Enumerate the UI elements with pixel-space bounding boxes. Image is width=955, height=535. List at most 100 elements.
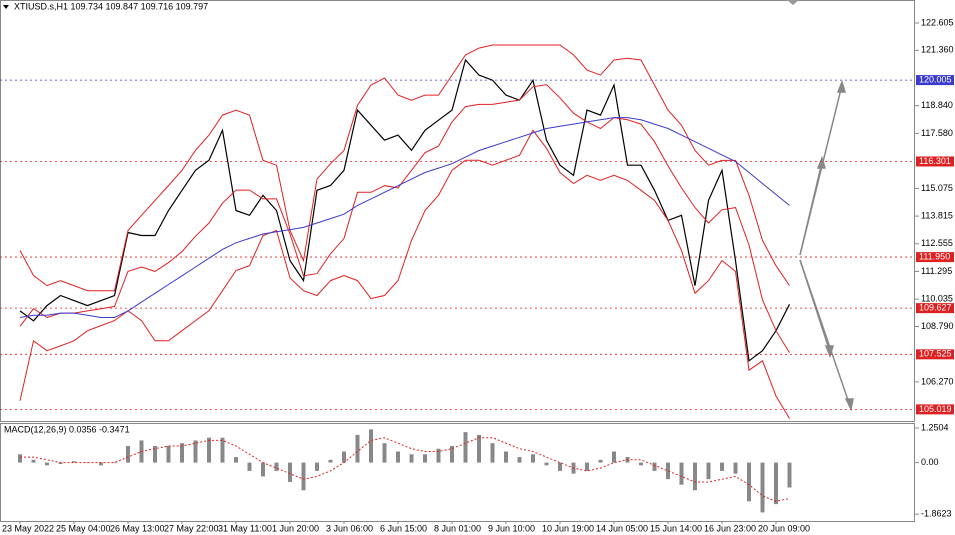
histogram-bar: [126, 445, 130, 463]
y-tick-label: -1.8623: [921, 509, 952, 519]
arrow: [799, 161, 823, 256]
chart-title: XTIUSD.s,H1 109.734 109.847 109.716 109.…: [14, 1, 208, 11]
x-tick-label: 9 Jun 10:00: [488, 523, 535, 533]
level-tag: [916, 75, 954, 86]
series-line: [19, 129, 790, 419]
histogram-bar: [355, 434, 360, 463]
histogram-bar: [220, 437, 225, 463]
level-label: 111.950: [919, 251, 950, 261]
histogram-bar: [720, 462, 724, 471]
histogram-bar: [666, 462, 670, 480]
histogram-bar: [463, 432, 468, 463]
histogram-bar: [733, 462, 738, 474]
x-tick-label: 14 Jun 05:00: [596, 523, 648, 533]
level-label: 105.019: [919, 404, 952, 414]
histogram-bar: [639, 462, 643, 466]
y-tick-label: 106.270: [921, 376, 954, 386]
x-tick-label: 10 Jun 19:00: [542, 523, 594, 533]
histogram-bar: [585, 462, 589, 471]
histogram-bar: [517, 457, 522, 463]
histogram-bar: [382, 443, 387, 463]
y-tick-label: 111.295: [921, 266, 952, 276]
level-tag: [916, 349, 954, 360]
arrow-head: [844, 398, 854, 412]
level-label: 107.525: [919, 349, 952, 359]
y-tick-label: 110.035: [921, 294, 953, 304]
histogram-bar: [72, 461, 76, 463]
x-tick-label: 16 Jun 23:00: [704, 523, 756, 533]
histogram-bar: [423, 454, 427, 463]
level-tag: [916, 156, 954, 167]
histogram-bar: [598, 459, 603, 463]
level-tag: [916, 303, 954, 314]
y-tick-label: 122.605: [921, 17, 954, 27]
y-tick-label: 115.075: [921, 183, 953, 193]
y-tick-label: 121.360: [921, 45, 954, 55]
histogram-bar: [166, 445, 171, 463]
histogram-bar: [31, 459, 36, 463]
x-tick-label: 26 May 13:00: [110, 523, 165, 533]
histogram-bar: [315, 462, 319, 471]
level-tag: [916, 404, 954, 415]
histogram-bar: [693, 462, 697, 491]
x-tick-label: 31 May 11:00: [218, 523, 272, 533]
histogram-bar: [477, 434, 481, 463]
histogram-bar: [153, 445, 157, 463]
arrow-head: [816, 155, 827, 169]
x-tick-label: 25 May 04:00: [56, 523, 111, 533]
histogram-bar: [544, 462, 549, 466]
x-tick-label: 23 May 2022: [2, 523, 54, 533]
x-tick-label: 1 Jun 20:00: [272, 523, 319, 533]
level-label: 116.301: [919, 156, 951, 166]
histogram-bar: [247, 462, 252, 471]
histogram-bar: [396, 451, 400, 463]
histogram-bar: [99, 462, 103, 466]
histogram-bar: [679, 462, 684, 485]
signal-line: [20, 437, 790, 502]
histogram-bar: [774, 462, 778, 505]
histogram-bar: [288, 462, 292, 482]
histogram-bar: [747, 462, 751, 502]
histogram-bar: [234, 457, 238, 463]
y-tick-label: 118.840: [921, 100, 953, 110]
histogram-bar: [504, 451, 508, 463]
series-line: [19, 117, 790, 318]
series-line: [19, 84, 790, 353]
main-pane: [0, 0, 915, 422]
histogram-bar: [612, 451, 616, 463]
histogram-bar: [193, 440, 198, 463]
x-tick-label: 20 Jun 09:00: [758, 523, 810, 533]
histogram-bar: [409, 454, 414, 463]
x-tick-label: 15 Jun 14:00: [650, 523, 702, 533]
level-tag: [916, 252, 954, 263]
arrow: [799, 259, 851, 407]
histogram-bar: [301, 462, 306, 491]
histogram-bar: [207, 437, 211, 463]
x-tick-label: 27 May 22:00: [164, 523, 219, 533]
histogram-bar: [652, 462, 657, 471]
x-tick-label: 3 Jun 06:00: [326, 523, 373, 533]
y-tick-label: 0.00: [921, 457, 939, 467]
histogram-bar: [18, 454, 22, 463]
series-line: [19, 58, 791, 362]
histogram-bar: [328, 459, 333, 463]
histogram-bar: [450, 445, 454, 463]
level-label: 120.005: [919, 74, 952, 84]
histogram-bar: [436, 448, 441, 463]
histogram-bar: [760, 462, 765, 513]
histogram-bar: [558, 462, 562, 471]
histogram-bar: [58, 462, 63, 464]
histogram-bar: [706, 462, 711, 480]
histogram-bar: [261, 462, 265, 477]
histogram-bar: [531, 454, 535, 463]
histogram-bar: [342, 451, 346, 463]
arrow-head: [836, 79, 847, 93]
histogram-bar: [274, 462, 279, 471]
macd-title: MACD(12,26,9) 0.0356 -0.3471: [4, 424, 130, 434]
x-tick-label: 6 Jun 15:00: [380, 523, 427, 533]
y-tick-label: 1.2504: [921, 422, 949, 432]
histogram-bar: [787, 462, 792, 488]
y-tick-label: 117.580: [921, 128, 953, 138]
